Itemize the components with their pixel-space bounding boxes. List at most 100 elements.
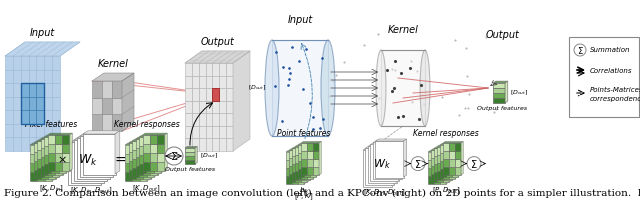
Polygon shape bbox=[52, 143, 55, 181]
Bar bbox=[36, 137, 44, 151]
Bar bbox=[30, 145, 37, 154]
Bar bbox=[286, 176, 292, 184]
Bar bbox=[304, 145, 310, 153]
Text: $[D_{out}]$: $[D_{out}]$ bbox=[200, 152, 218, 160]
Bar bbox=[446, 164, 452, 172]
Bar bbox=[220, 76, 226, 88]
Bar bbox=[157, 135, 164, 144]
Bar bbox=[372, 142, 401, 179]
Bar bbox=[298, 168, 304, 176]
Bar bbox=[154, 137, 161, 146]
Bar bbox=[493, 83, 505, 88]
Bar bbox=[205, 101, 212, 113]
Bar bbox=[140, 172, 147, 181]
Bar bbox=[446, 145, 452, 153]
Bar bbox=[33, 161, 41, 170]
Bar bbox=[428, 160, 434, 168]
Bar bbox=[310, 153, 316, 161]
Bar bbox=[143, 153, 150, 162]
Ellipse shape bbox=[321, 40, 335, 136]
Bar bbox=[44, 70, 52, 83]
Bar bbox=[102, 114, 112, 131]
Bar bbox=[295, 150, 301, 158]
Bar bbox=[292, 168, 298, 176]
Polygon shape bbox=[396, 144, 399, 182]
Polygon shape bbox=[136, 137, 160, 139]
Polygon shape bbox=[157, 137, 160, 175]
Bar bbox=[55, 139, 63, 148]
Bar bbox=[437, 163, 443, 171]
Circle shape bbox=[574, 44, 586, 56]
Text: correspondences: correspondences bbox=[590, 96, 640, 102]
Bar bbox=[185, 63, 192, 76]
Bar bbox=[20, 97, 29, 110]
Bar bbox=[132, 163, 140, 172]
Bar bbox=[37, 145, 45, 154]
Polygon shape bbox=[185, 51, 250, 63]
Bar bbox=[198, 88, 205, 101]
Bar bbox=[437, 147, 443, 154]
Bar bbox=[185, 148, 195, 152]
Bar bbox=[52, 141, 59, 150]
Bar bbox=[185, 101, 192, 113]
Bar bbox=[205, 63, 212, 76]
Bar bbox=[36, 110, 44, 124]
Bar bbox=[47, 162, 55, 171]
Bar bbox=[443, 147, 449, 154]
Text: Kernel: Kernel bbox=[97, 59, 129, 69]
Bar bbox=[132, 145, 140, 154]
Bar bbox=[139, 155, 147, 164]
Bar bbox=[375, 140, 404, 178]
Bar bbox=[143, 148, 150, 157]
Bar bbox=[185, 152, 195, 156]
Bar bbox=[41, 143, 48, 152]
Text: $\Sigma$: $\Sigma$ bbox=[170, 150, 178, 162]
Polygon shape bbox=[461, 142, 463, 175]
Bar bbox=[41, 170, 48, 179]
Bar bbox=[136, 170, 143, 179]
Bar bbox=[301, 143, 307, 151]
Bar bbox=[292, 176, 298, 184]
Bar bbox=[446, 169, 452, 177]
Bar bbox=[48, 143, 56, 152]
Bar bbox=[129, 152, 136, 161]
Bar bbox=[304, 153, 310, 161]
Bar bbox=[136, 148, 143, 157]
Bar bbox=[67, 144, 100, 185]
Bar bbox=[298, 160, 304, 168]
Polygon shape bbox=[391, 148, 394, 186]
Bar bbox=[220, 138, 226, 151]
Bar bbox=[37, 163, 45, 172]
Bar bbox=[140, 150, 147, 159]
Bar bbox=[295, 174, 301, 182]
Bar bbox=[29, 83, 36, 97]
Bar bbox=[59, 137, 66, 146]
Bar bbox=[295, 163, 301, 171]
Bar bbox=[289, 174, 295, 182]
FancyBboxPatch shape bbox=[569, 37, 639, 117]
Bar bbox=[44, 137, 51, 146]
Bar bbox=[52, 56, 60, 70]
Bar bbox=[295, 158, 301, 166]
Polygon shape bbox=[295, 145, 315, 147]
Bar bbox=[20, 70, 29, 83]
Bar bbox=[493, 88, 505, 93]
Bar bbox=[220, 63, 226, 76]
Text: $=$: $=$ bbox=[111, 152, 127, 166]
Bar bbox=[298, 145, 304, 153]
Bar bbox=[150, 135, 157, 144]
Bar bbox=[36, 83, 44, 97]
Bar bbox=[205, 88, 212, 101]
Bar bbox=[298, 172, 304, 180]
Text: $\Sigma$: $\Sigma$ bbox=[577, 44, 584, 55]
Bar bbox=[304, 161, 310, 169]
Bar bbox=[147, 141, 154, 150]
Bar bbox=[198, 138, 205, 151]
Bar bbox=[5, 97, 13, 110]
Bar bbox=[440, 152, 446, 160]
Bar bbox=[112, 81, 122, 98]
Bar bbox=[310, 169, 316, 177]
Bar bbox=[434, 148, 440, 156]
Bar bbox=[226, 101, 233, 113]
Bar bbox=[452, 153, 458, 161]
